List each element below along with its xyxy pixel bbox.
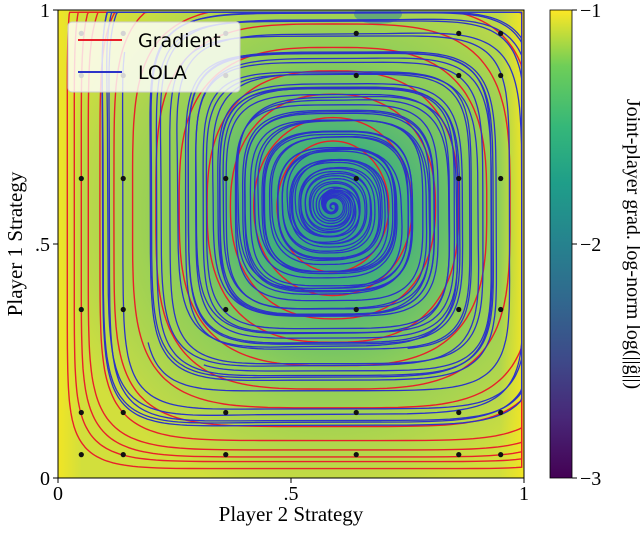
colorbar-tick-label-0: −1: [580, 0, 601, 22]
start-point-19: [120, 175, 126, 182]
colorbar-tick-label-2: −3: [580, 468, 601, 490]
start-point-5: [498, 452, 504, 458]
start-point-1: [120, 452, 126, 458]
start-point-11: [498, 409, 504, 416]
lola-trajectory-7: [202, 71, 472, 349]
colorbar-ticks: −1 −2 −3: [572, 0, 601, 490]
start-point-15: [353, 306, 359, 313]
lola-trajectories: [101, 11, 523, 427]
x-tick-label-0: 0: [53, 483, 63, 505]
start-point-12: [78, 306, 84, 313]
start-point-10: [456, 409, 462, 416]
y-axis-ticks: 0.51: [35, 0, 58, 490]
y-axis-label: Player 1 Strategy: [3, 171, 27, 316]
start-point-35: [498, 30, 504, 36]
start-point-8: [223, 409, 229, 416]
gradient-trajectory-6: [131, 11, 523, 409]
colorbar-label: Joint-player grad. log-norm log(||ĝ||): [622, 99, 640, 389]
colorbar-gradient: [549, 9, 573, 479]
start-point-27: [353, 72, 359, 79]
start-point-7: [120, 409, 126, 416]
y-tick-label-1: .5: [35, 234, 50, 256]
start-point-3: [353, 452, 359, 458]
start-point-23: [498, 175, 504, 182]
start-point-29: [498, 72, 504, 79]
start-point-28: [456, 72, 462, 79]
legend-label-gradient: Gradient: [138, 30, 221, 52]
start-point-18: [78, 175, 84, 182]
start-point-33: [353, 30, 359, 36]
start-point-2: [223, 452, 229, 458]
x-axis-ticks: 0.5 1: [53, 478, 529, 505]
x-axis-label: Player 2 Strategy: [219, 502, 364, 526]
y-tick-label-0: 0: [40, 468, 50, 490]
gradient-trajectory-8: [178, 46, 488, 367]
start-point-6: [78, 409, 84, 416]
start-point-0: [78, 452, 84, 458]
colorbar: −1 −2 −3 Joint-player grad. log-norm log(|…: [549, 0, 640, 490]
start-point-16: [456, 306, 462, 313]
colorbar-tick-label-1: −2: [580, 234, 601, 256]
legend-label-lola: LOLA: [138, 62, 187, 84]
lola-trajectory-1: [101, 11, 523, 424]
start-point-9: [353, 409, 359, 416]
y-tick-label-2: 1: [40, 0, 50, 22]
x-tick-label-1: .5: [284, 483, 299, 505]
start-point-22: [456, 175, 462, 182]
start-point-21: [353, 175, 359, 182]
start-point-34: [456, 30, 462, 36]
legend: Gradient LOLA: [67, 21, 241, 93]
start-point-13: [120, 306, 126, 313]
start-point-20: [223, 175, 229, 182]
start-point-14: [223, 306, 229, 313]
start-point-4: [456, 452, 462, 458]
start-point-17: [498, 306, 504, 313]
x-tick-label-2: 1: [519, 483, 529, 505]
